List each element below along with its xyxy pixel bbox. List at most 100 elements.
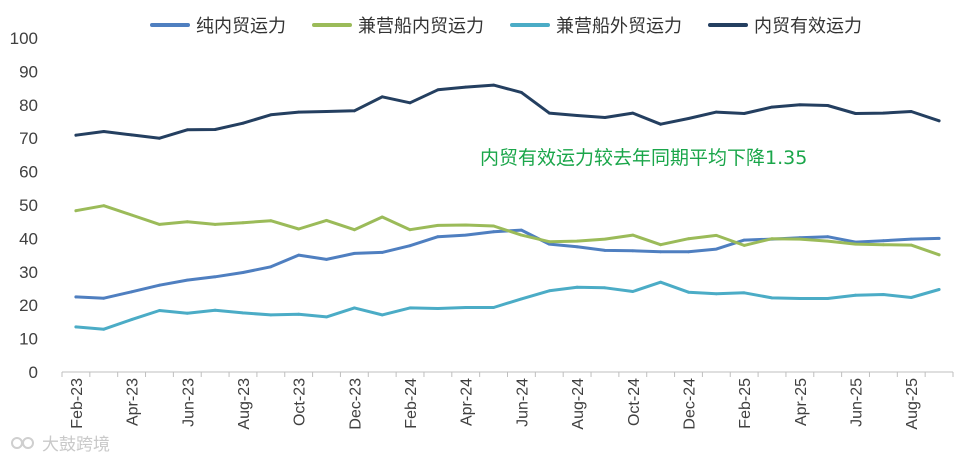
data-point: [770, 296, 774, 300]
y-tick-label: 80: [19, 96, 38, 115]
series-line-2: [74, 280, 941, 331]
data-point: [659, 280, 662, 284]
y-tick-label: 90: [19, 62, 38, 81]
data-point: [241, 221, 245, 225]
data-point: [213, 275, 217, 279]
data-point: [882, 239, 885, 243]
series-line-3: [74, 83, 941, 140]
legend-item-pure-domestic: 纯内贸运力: [150, 12, 286, 38]
data-point: [631, 290, 635, 293]
data-point: [742, 291, 746, 295]
data-point: [547, 242, 551, 246]
data-point: [603, 286, 607, 290]
x-tick-label: Feb-24: [403, 378, 420, 429]
data-point: [937, 119, 941, 123]
y-tick-label: 30: [19, 263, 38, 282]
y-tick-label: 60: [19, 163, 38, 182]
data-point: [241, 311, 245, 315]
data-point: [854, 242, 857, 246]
y-tick-label: 20: [19, 296, 38, 315]
data-point: [130, 318, 134, 321]
x-tick-label: Dec-24: [681, 378, 698, 430]
data-point: [687, 290, 690, 294]
data-point: [325, 110, 328, 113]
x-axis: Feb-23 Apr-23 Jun-23 Aug-23 Oct-23 Dec-23 Feb-…: [61, 371, 954, 430]
watermark-text: 大鼓跨境: [42, 435, 110, 455]
data-point: [631, 111, 635, 115]
data-point: [520, 233, 523, 237]
chart-annotation: 内贸有效运力较去年同期平均下降1.35: [480, 147, 808, 169]
data-point: [882, 243, 885, 247]
y-tick-label: 50: [19, 196, 38, 215]
legend-swatch: [510, 23, 550, 27]
legend-item-mixed-domestic: 兼营船内贸运力: [312, 12, 484, 38]
data-point: [909, 243, 913, 247]
legend-item-mixed-foreign: 兼营船外贸运力: [510, 12, 682, 38]
data-point: [130, 290, 134, 294]
data-point: [130, 213, 134, 217]
x-tick-label: Dec-23: [347, 378, 364, 430]
data-point: [158, 223, 161, 226]
data-point: [213, 308, 217, 312]
data-point: [325, 258, 328, 261]
data-point: [185, 128, 189, 132]
legend-swatch: [312, 23, 352, 27]
data-point: [631, 249, 635, 253]
data-point: [353, 109, 356, 113]
data-point: [714, 110, 718, 114]
data-point: [854, 112, 857, 115]
x-tick-label: Oct-23: [292, 378, 309, 426]
data-point: [575, 114, 579, 117]
data-point: [937, 237, 941, 240]
data-point: [297, 110, 301, 114]
data-point: [520, 91, 523, 94]
data-point: [520, 297, 523, 301]
x-tick-label: Jun-25: [849, 378, 866, 427]
data-point: [492, 224, 495, 228]
data-point: [826, 297, 830, 300]
x-tick-label: Feb-25: [737, 378, 754, 429]
x-tick-label: Apr-23: [125, 378, 142, 426]
data-point: [380, 215, 384, 219]
data-point: [269, 265, 273, 269]
data-point: [436, 224, 440, 227]
data-point: [575, 285, 579, 289]
data-point: [102, 130, 106, 133]
x-tick-label: Jun-24: [514, 378, 531, 427]
data-point: [464, 85, 468, 89]
legend-swatch: [150, 23, 190, 27]
data-point: [408, 244, 412, 248]
y-tick-label: 10: [19, 330, 38, 349]
series-layer: [74, 83, 941, 331]
data-point: [436, 307, 440, 310]
x-tick-label: Aug-25: [904, 378, 921, 430]
legend-label: 兼营船外贸运力: [556, 16, 682, 37]
data-point: [937, 253, 941, 257]
data-point: [492, 83, 495, 87]
data-point: [575, 239, 579, 243]
data-point: [659, 250, 662, 254]
data-point: [631, 233, 635, 237]
data-point: [547, 289, 551, 293]
data-point: [714, 247, 718, 251]
data-point: [269, 219, 273, 223]
data-point: [464, 223, 468, 227]
data-point: [909, 296, 913, 299]
data-point: [130, 133, 134, 137]
data-point: [353, 252, 356, 255]
data-point: [909, 110, 913, 113]
data-point: [659, 243, 662, 247]
data-point: [241, 121, 245, 125]
data-point: [575, 245, 579, 249]
data-point: [436, 235, 440, 239]
data-point: [520, 228, 523, 232]
data-point: [269, 113, 273, 117]
x-tick-label: Aug-23: [236, 378, 253, 430]
data-point: [798, 297, 802, 300]
data-point: [687, 117, 690, 120]
data-point: [408, 101, 412, 105]
data-point: [770, 237, 774, 241]
x-tick-label: Oct-24: [626, 378, 643, 426]
data-point: [770, 105, 774, 109]
